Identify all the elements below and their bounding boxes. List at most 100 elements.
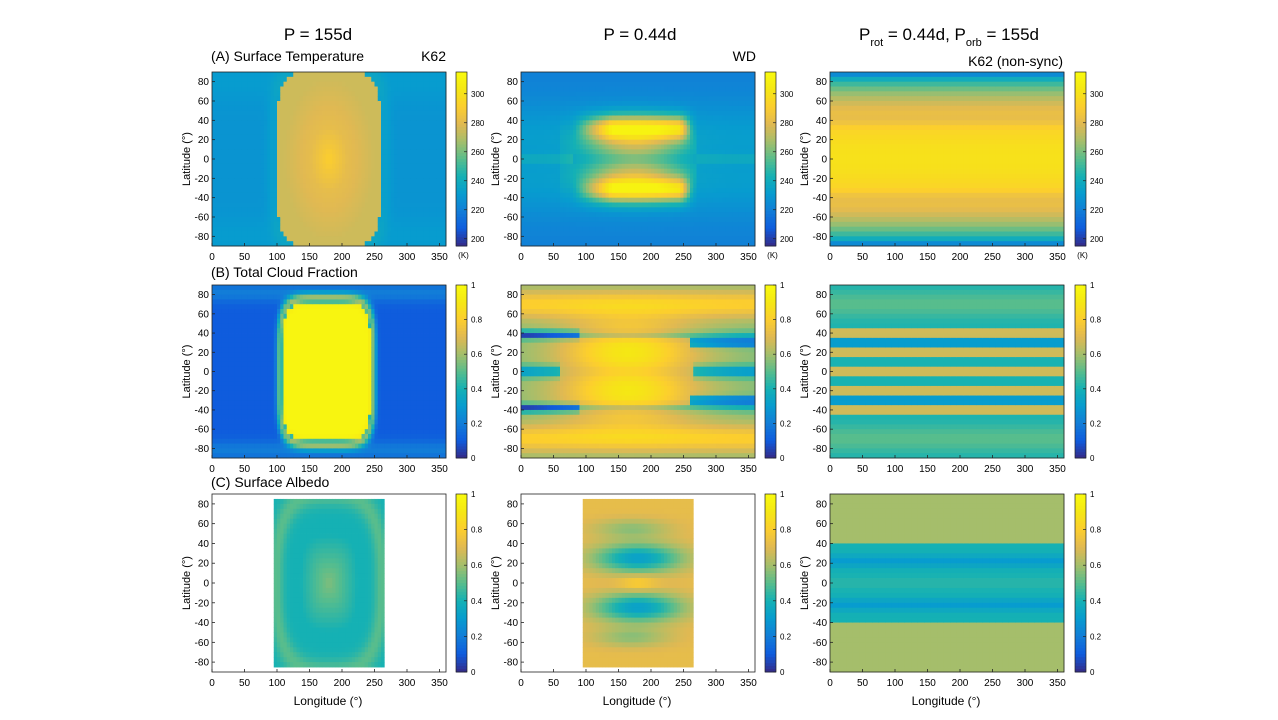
heatmap-cell <box>352 154 356 159</box>
heatmap-cell <box>719 212 723 217</box>
heatmap-cell <box>219 212 223 217</box>
heatmap-cell <box>635 159 639 164</box>
heatmap-cell <box>352 222 356 227</box>
heatmap-cell <box>219 140 223 145</box>
heatmap-cell <box>280 164 284 169</box>
heatmap-cell <box>547 101 551 106</box>
heatmap-cell <box>713 87 717 92</box>
heatmap-cell <box>254 82 258 87</box>
heatmap-cell <box>345 222 349 227</box>
heatmap-cell <box>323 164 327 169</box>
heatmap-cell <box>414 130 418 135</box>
heatmap-cell <box>593 193 597 198</box>
heatmap-cell <box>430 193 434 198</box>
heatmap-cell <box>258 236 262 241</box>
heatmap-cell <box>310 111 314 116</box>
heatmap-cell <box>287 91 291 96</box>
heatmap-cell <box>404 87 408 92</box>
heatmap-cell <box>300 159 304 164</box>
heatmap-cell <box>690 87 694 92</box>
heatmap-cell <box>628 96 632 101</box>
heatmap-cell <box>378 120 382 125</box>
heatmap-cell <box>329 91 333 96</box>
heatmap-cell <box>580 77 584 82</box>
heatmap-cell <box>658 183 662 188</box>
heatmap-cell <box>560 87 564 92</box>
heatmap-cell <box>368 198 372 203</box>
heatmap-cell <box>254 91 258 96</box>
heatmap-cell <box>544 77 548 82</box>
heatmap-cell <box>245 101 249 106</box>
heatmap-cell <box>349 188 353 193</box>
heatmap-cell <box>352 212 356 217</box>
heatmap-cell <box>606 159 610 164</box>
colorbar-segment <box>456 214 467 217</box>
heatmap-cell <box>423 145 427 150</box>
heatmap-cell <box>423 140 427 145</box>
heatmap-cell <box>599 207 603 212</box>
heatmap-cell <box>371 77 375 82</box>
heatmap-cell <box>326 217 330 222</box>
heatmap-cell <box>602 217 606 222</box>
heatmap-cell <box>264 130 268 135</box>
heatmap-cell <box>635 164 639 169</box>
heatmap-cell <box>710 72 714 77</box>
heatmap-cell <box>336 145 340 150</box>
heatmap-cell <box>284 207 288 212</box>
heatmap-cell <box>557 169 561 174</box>
heatmap-cell <box>697 106 701 111</box>
heatmap-cell <box>541 135 545 140</box>
heatmap-cell <box>274 82 278 87</box>
heatmap-cell <box>693 198 697 203</box>
heatmap-cell <box>547 96 551 101</box>
heatmap-cell <box>427 203 431 208</box>
heatmap-cell <box>664 82 668 87</box>
heatmap-cell <box>306 130 310 135</box>
heatmap-cell <box>391 212 395 217</box>
heatmap-cell <box>394 222 398 227</box>
heatmap-cell <box>586 111 590 116</box>
heatmap-cell <box>339 140 343 145</box>
heatmap-cell <box>277 174 281 179</box>
heatmap-cell <box>290 236 294 241</box>
heatmap-cell <box>352 87 356 92</box>
heatmap-cell <box>602 178 606 183</box>
heatmap-cell <box>241 149 245 154</box>
heatmap-cell <box>414 96 418 101</box>
heatmap-cell <box>436 72 440 77</box>
heatmap-cell <box>254 149 258 154</box>
heatmap-cell <box>589 227 593 232</box>
heatmap-cell <box>554 135 558 140</box>
colorbar-tick-label: 300 <box>471 90 485 99</box>
heatmap-cell <box>258 227 262 232</box>
heatmap-cell <box>306 154 310 159</box>
heatmap-cell <box>235 232 239 237</box>
heatmap-cell <box>375 116 379 121</box>
heatmap-cell <box>254 77 258 82</box>
heatmap-cell <box>693 91 697 96</box>
heatmap-cell <box>397 125 401 130</box>
heatmap-cell <box>638 154 642 159</box>
heatmap-cell <box>316 178 320 183</box>
heatmap-cell <box>700 207 704 212</box>
heatmap-cell <box>573 193 577 198</box>
heatmap-cell <box>297 188 301 193</box>
heatmap-cell <box>384 188 388 193</box>
heatmap-cell <box>612 145 616 150</box>
heatmap-cell <box>684 145 688 150</box>
heatmap-cell <box>658 227 662 232</box>
heatmap-cell <box>534 91 538 96</box>
heatmap-cell <box>606 149 610 154</box>
heatmap-cell <box>235 193 239 198</box>
heatmap-cell <box>567 222 571 227</box>
heatmap-cell <box>710 120 714 125</box>
heatmap-cell <box>404 222 408 227</box>
heatmap-cell <box>433 212 437 217</box>
heatmap-cell <box>524 207 528 212</box>
heatmap-cell <box>586 188 590 193</box>
heatmap-cell <box>433 116 437 121</box>
heatmap-cell <box>326 96 330 101</box>
heatmap-cell <box>430 140 434 145</box>
heatmap-cell <box>684 203 688 208</box>
heatmap-cell <box>212 106 216 111</box>
